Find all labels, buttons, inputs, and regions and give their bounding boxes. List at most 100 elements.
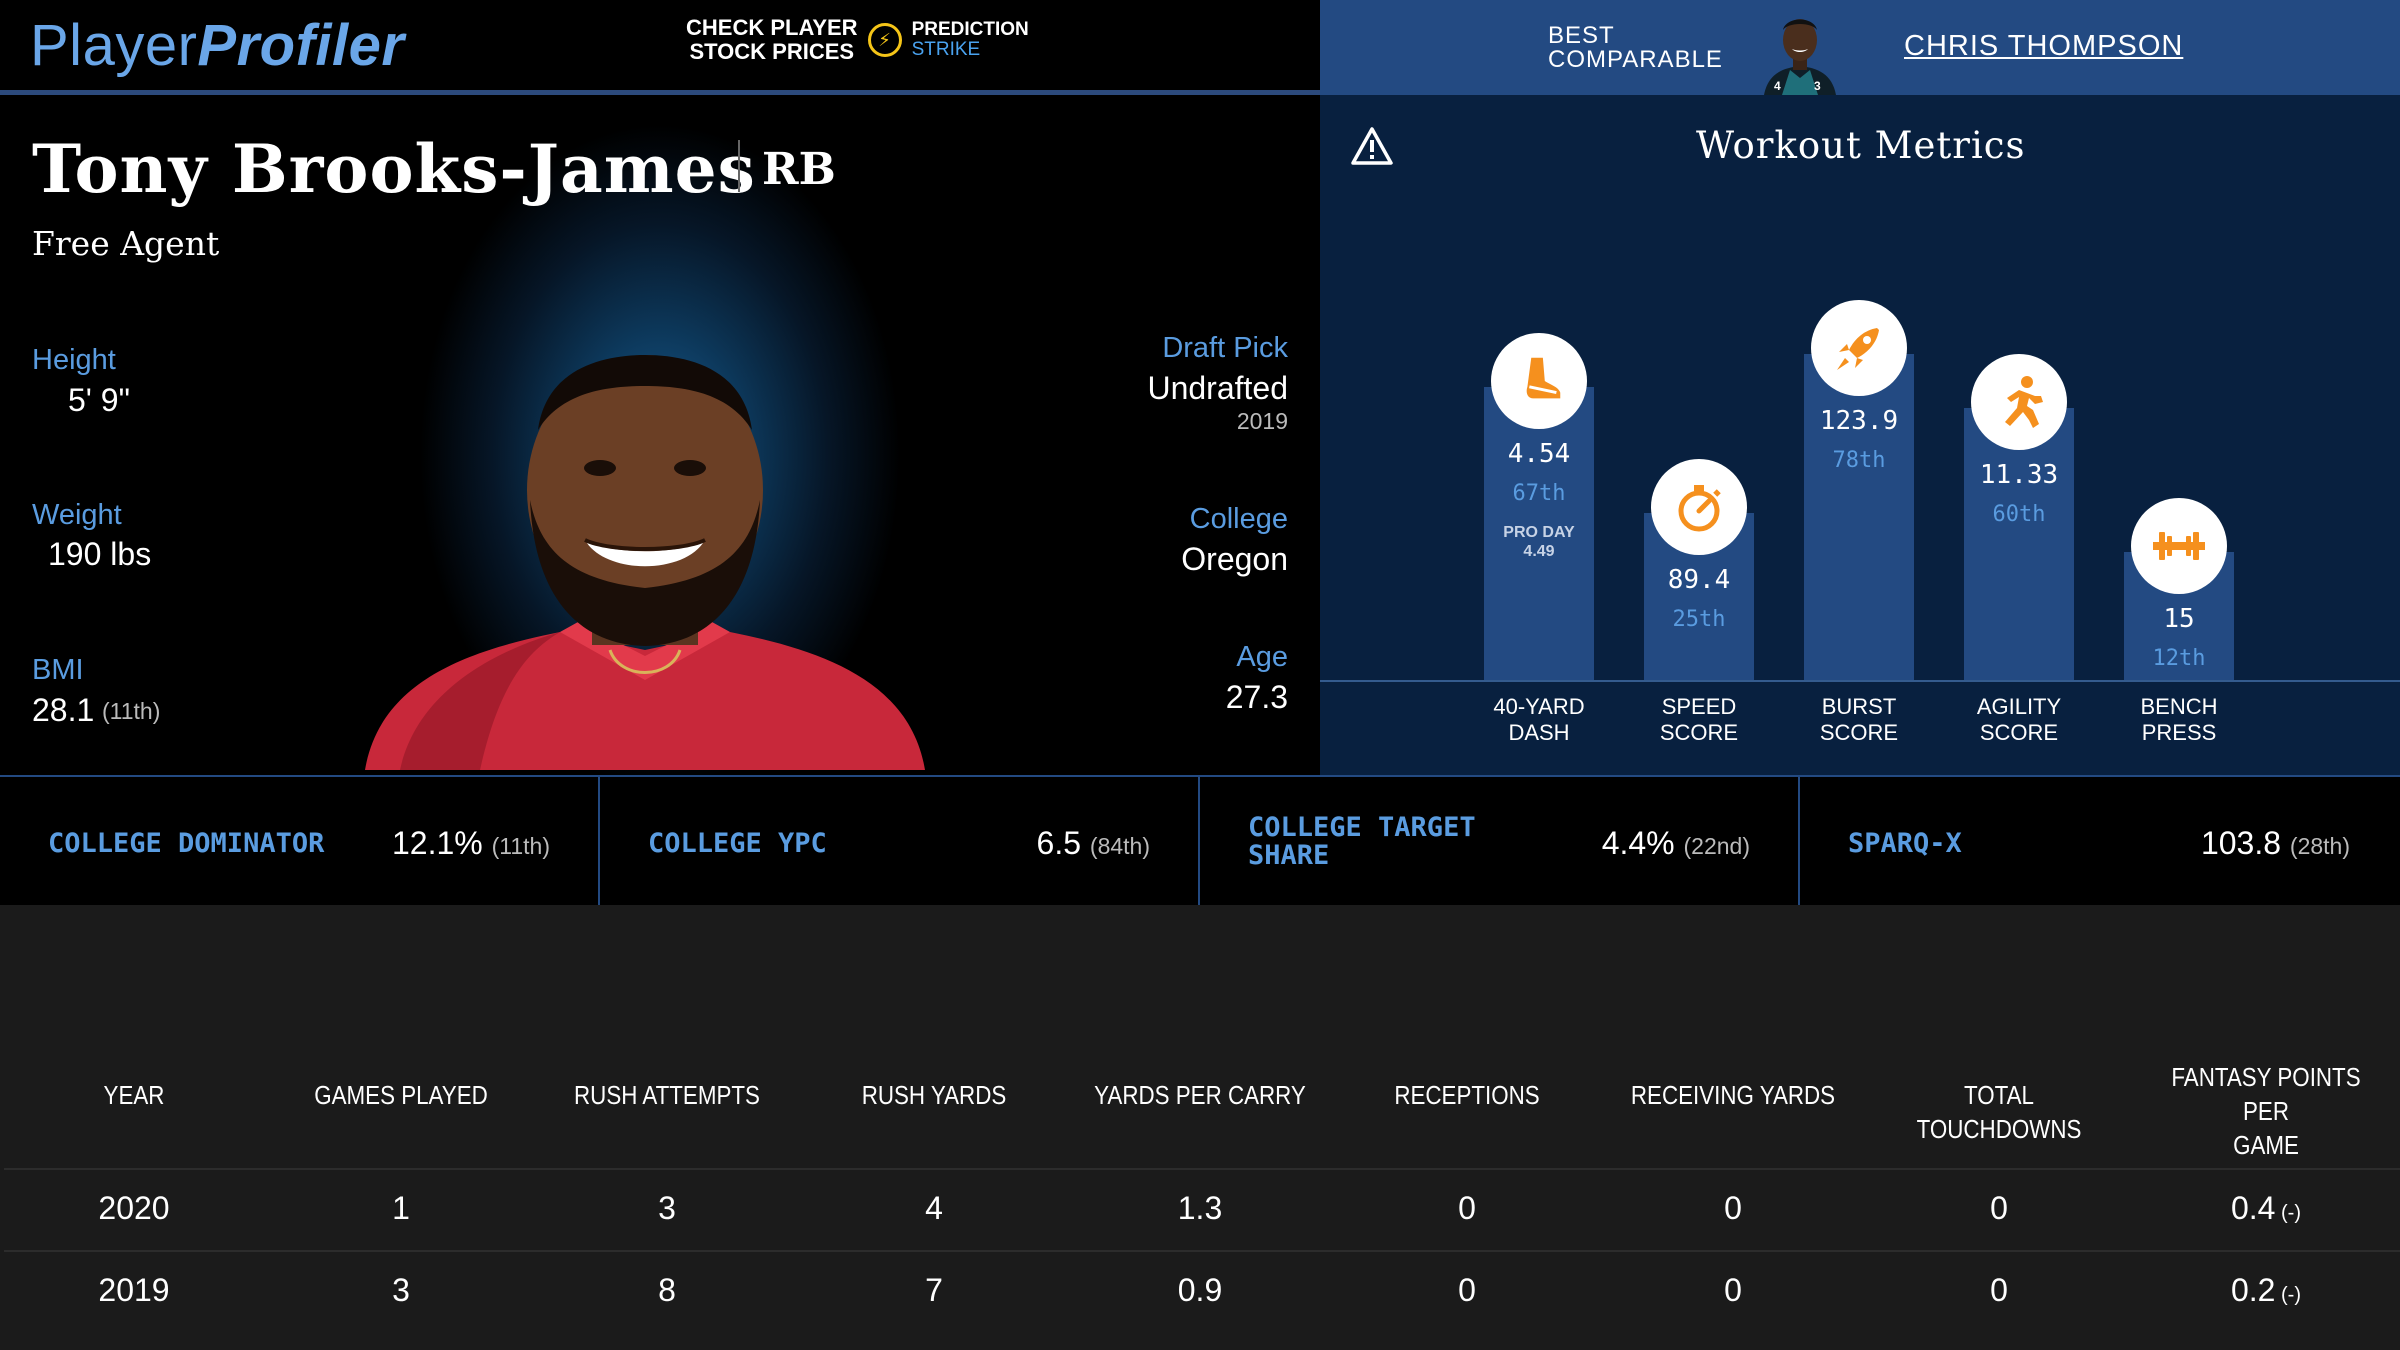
cell-value: 0 — [1724, 1272, 1742, 1308]
bmi-value: 28.1 — [32, 692, 95, 728]
metric-separator — [1798, 777, 1800, 907]
metric-label-line: SPEED — [1661, 694, 1737, 719]
rocket-icon[interactable] — [1811, 300, 1907, 396]
draft-year: 2019 — [1236, 408, 1288, 434]
col-header-fantasy-points-2: GAME — [2233, 1130, 2299, 1160]
percentile-40-yard-dash: 67th — [1512, 481, 1566, 506]
svg-text:4: 4 — [1774, 79, 1781, 93]
comparable-player-link[interactable]: CHRIS THOMPSON — [1904, 30, 2184, 62]
metric-label-line: DASH — [1508, 720, 1570, 745]
bar-agility-score — [1964, 408, 2074, 680]
cell-fantasy-points: 0.2 (-) — [2133, 1272, 2399, 1309]
cell-fantasy-points: 0.4 (-) — [2133, 1190, 2399, 1227]
metric-label-line: SCORE — [1659, 720, 1739, 745]
lightning-bolt-icon: ⚡ — [867, 23, 902, 57]
metric-label-line: BENCH — [2140, 694, 2218, 719]
bar-burst-score — [1804, 354, 1914, 680]
cell-receiving-yards: 0 — [1600, 1272, 1866, 1309]
metric-label-line: BURST — [1821, 694, 1897, 719]
season-stats-table — [0, 905, 2400, 1350]
name-divider — [738, 140, 740, 192]
college-target-share-value: 4.4% (22nd) — [1560, 825, 1750, 862]
cell-value: 0 — [1990, 1272, 2008, 1308]
cell-value: 7 — [925, 1272, 943, 1308]
cell-value: 0 — [1990, 1190, 2008, 1226]
top-header — [0, 0, 1320, 94]
workout-metrics-title: Workout Metrics — [1696, 124, 2026, 167]
cell-year: 2020 — [1, 1190, 267, 1227]
cell-rush-yards: 4 — [801, 1190, 1067, 1227]
cell-value: 0.9 — [1177, 1272, 1223, 1308]
label-burst-score: BURST SCORE — [1779, 694, 1939, 746]
stopwatch-icon[interactable] — [1651, 459, 1747, 555]
college-ypc-number: 6.5 — [1036, 825, 1082, 861]
partner-name-a: PREDICTION — [911, 19, 1029, 40]
college-target-share-label-1: COLLEGE TARGET — [1248, 812, 1476, 843]
col-header-games-played: GAMES PLAYED — [314, 1080, 488, 1110]
college-metrics-strip: COLLEGE DOMINATOR 12.1% (11th) COLLEGE Y… — [0, 775, 2400, 907]
player-headshot — [365, 355, 925, 770]
col-header-fantasy-points: FANTASY POINTS PER GAME — [2152, 1060, 2381, 1162]
comparable-avatar[interactable]: 3 4 — [1762, 8, 1838, 95]
value-agility-score: 11.33 — [1979, 460, 2059, 490]
bar-40-yard-dash — [1484, 387, 1594, 680]
college-dominator-value: 12.1% (11th) — [360, 825, 550, 862]
col-header-year: YEAR — [103, 1080, 165, 1110]
logo-part-2: Profiler — [197, 13, 405, 78]
value-40-yard-dash: 4.54 — [1507, 439, 1571, 469]
cell-games-played: 1 — [268, 1190, 534, 1227]
metric-label-line: 40-YARD — [1493, 694, 1585, 719]
cell-yards-per-carry: 1.3 — [1067, 1190, 1333, 1227]
best-comparable-label-1: BEST — [1548, 22, 1615, 49]
barbell-icon[interactable] — [2131, 498, 2227, 594]
site-logo[interactable]: PlayerProfiler — [30, 12, 404, 79]
runner-icon[interactable] — [1971, 354, 2067, 450]
height-label: Height — [32, 344, 116, 376]
cell-value: 1.3 — [1177, 1190, 1223, 1226]
cell-receptions: 0 — [1334, 1272, 1600, 1309]
college-dominator-rank: (11th) — [491, 833, 550, 859]
cell-value: 0.2 — [2230, 1272, 2276, 1308]
row-divider — [4, 1168, 2400, 1170]
percentile-bench-press: 12th — [2152, 646, 2206, 671]
college-target-share-number: 4.4% — [1601, 825, 1675, 861]
cell-value: 2020 — [98, 1190, 170, 1226]
college-dominator-label: COLLEGE DOMINATOR — [48, 828, 325, 859]
cell-rank: (-) — [2275, 1202, 2302, 1224]
cell-value: 0 — [1724, 1190, 1742, 1226]
header-divider — [0, 90, 1320, 95]
cell-rush-attempts: 8 — [534, 1272, 800, 1309]
label-speed-score: SPEED SCORE — [1619, 694, 1779, 746]
warning-icon[interactable] — [1350, 126, 1394, 166]
pro-day-40-yard-dash: PRO DAY 4.49 — [1484, 523, 1594, 561]
value-burst-score: 123.9 — [1819, 406, 1899, 436]
pro-day-value: 4.49 — [1523, 543, 1555, 560]
cell-rank: (-) — [2275, 1284, 2302, 1306]
metric-separator — [598, 777, 600, 907]
weight-label: Weight — [32, 499, 122, 531]
pro-day-label: PRO DAY — [1503, 524, 1575, 541]
metric-label-line: SCORE — [1979, 720, 2059, 745]
college-target-share-label: COLLEGE TARGET SHARE — [1248, 814, 1476, 870]
logo-part-1: Player — [30, 13, 198, 78]
percentile-speed-score: 25th — [1672, 607, 1726, 632]
shoe-icon[interactable] — [1491, 333, 1587, 429]
cell-value: 1 — [392, 1190, 410, 1226]
row-divider — [4, 1250, 2400, 1252]
promo-line-2: STOCK PRICES — [689, 39, 855, 64]
promo-line-1: CHECK PLAYER — [686, 15, 858, 40]
sparq-x-number: 103.8 — [2200, 825, 2282, 861]
cell-rush-attempts: 3 — [534, 1190, 800, 1227]
college-ypc-label: COLLEGE YPC — [648, 828, 827, 859]
label-bench-press: BENCH PRESS — [2099, 694, 2259, 746]
col-header-rush-yards: RUSH YARDS — [861, 1080, 1007, 1110]
percentile-burst-score: 78th — [1832, 448, 1886, 473]
metric-label-line: PRESS — [2141, 720, 2217, 745]
age-label: Age — [1236, 641, 1288, 673]
prediction-strike-promo[interactable]: CHECK PLAYER STOCK PRICES ⚡ PREDICTION S… — [686, 16, 1029, 64]
col-header-yards-per-carry: YARDS PER CARRY — [1094, 1080, 1306, 1110]
svg-text:3: 3 — [1814, 79, 1821, 93]
col-header-fantasy-points-1: FANTASY POINTS PER — [2171, 1062, 2361, 1126]
draft-pick-label: Draft Pick — [1162, 332, 1288, 364]
cell-games-played: 3 — [268, 1272, 534, 1309]
